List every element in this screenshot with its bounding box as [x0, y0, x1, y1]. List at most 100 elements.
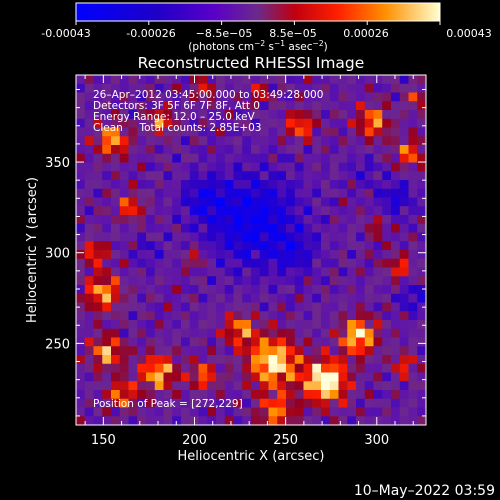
heatmap-cell	[181, 75, 191, 85]
heatmap-cell	[321, 276, 331, 286]
heatmap-cell	[146, 215, 156, 225]
colorbar-tick-label: -0.00026	[126, 27, 175, 40]
heatmap-cell	[172, 83, 182, 93]
heatmap-cell	[189, 276, 199, 286]
x-tick-label: 250	[273, 433, 298, 448]
heatmap-cell	[312, 293, 322, 303]
heatmap-cell	[154, 92, 164, 102]
heatmap-cell	[399, 328, 409, 338]
heatmap-cell	[294, 311, 304, 321]
heatmap-cell	[76, 276, 86, 286]
heatmap-cell	[216, 232, 226, 242]
heatmap-cell	[137, 346, 147, 356]
heatmap-cell	[356, 83, 366, 93]
heatmap-cell	[303, 101, 313, 111]
heatmap-cell	[259, 118, 269, 128]
heatmap-cell	[154, 285, 164, 295]
heatmap-cell	[251, 232, 261, 242]
heatmap-cell	[294, 145, 304, 155]
heatmap-cell	[76, 320, 86, 330]
heatmap-cell	[181, 267, 191, 277]
heatmap-cell	[391, 363, 401, 373]
heatmap-cell	[189, 215, 199, 225]
heatmap-cell	[382, 188, 392, 198]
heatmap-cell	[76, 197, 86, 207]
heatmap-cell	[408, 101, 418, 111]
heatmap-cell	[286, 285, 296, 295]
heatmap-cell	[111, 276, 121, 286]
heatmap-cell	[111, 241, 121, 251]
heatmap-cell	[242, 320, 252, 330]
heatmap-cell	[364, 75, 374, 85]
heatmap-cell	[119, 153, 129, 163]
heatmap-cell	[364, 188, 374, 198]
heatmap-cell	[189, 328, 199, 338]
heatmap-cell	[216, 398, 226, 408]
generation-timestamp: 10–May–2022 03:59	[354, 483, 495, 499]
heatmap-cell	[224, 241, 234, 251]
heatmap-cell	[84, 92, 94, 102]
heatmap-cell	[356, 390, 366, 400]
heatmap-cell	[146, 258, 156, 268]
heatmap-cell	[286, 180, 296, 190]
heatmap-cell	[163, 75, 173, 85]
heatmap-cell	[207, 302, 217, 312]
heatmap-cell	[329, 197, 339, 207]
heatmap-cell	[373, 363, 383, 373]
heatmap-cell	[216, 197, 226, 207]
heatmap-cell	[286, 127, 296, 137]
heatmap-cell	[181, 346, 191, 356]
heatmap-cell	[417, 110, 426, 120]
heatmap-cell	[189, 398, 199, 408]
heatmap-cell	[391, 101, 401, 111]
heatmap-cell	[329, 75, 339, 85]
unit-prefix: (photons cm	[188, 41, 254, 53]
heatmap-cell	[294, 232, 304, 242]
heatmap-cell	[277, 162, 287, 172]
heatmap-cell	[93, 320, 103, 330]
heatmap-cell	[364, 381, 374, 391]
heatmap-cell	[408, 241, 418, 251]
heatmap-cell	[391, 311, 401, 321]
heatmap-cell	[251, 398, 261, 408]
heatmap-cell	[84, 407, 94, 417]
heatmap-cell	[163, 232, 173, 242]
heatmap-cell	[347, 337, 357, 347]
heatmap-cell	[338, 145, 348, 155]
heatmap-cell	[216, 407, 226, 417]
heatmap-cell	[242, 171, 252, 181]
heatmap-cell	[347, 145, 357, 155]
heatmap-cell	[163, 92, 173, 102]
heatmap-cell	[399, 355, 409, 365]
heatmap-cell	[146, 337, 156, 347]
heatmap-cell	[198, 258, 208, 268]
heatmap-cell	[181, 118, 191, 128]
heatmap-cell	[286, 355, 296, 365]
heatmap-cell	[259, 258, 269, 268]
heatmap-cell	[399, 215, 409, 225]
heatmap-cell	[338, 180, 348, 190]
heatmap-cell	[364, 223, 374, 233]
heatmap-cell	[111, 232, 121, 242]
heatmap-cell	[356, 136, 366, 146]
heatmap-cell	[277, 101, 287, 111]
heatmap-cell	[198, 118, 208, 128]
heatmap-cell	[321, 110, 331, 120]
heatmap-cell	[102, 153, 112, 163]
heatmap-cell	[373, 136, 383, 146]
heatmap-cell	[356, 346, 366, 356]
heatmap-cell	[137, 92, 147, 102]
heatmap-cell	[303, 127, 313, 137]
heatmap-cell	[224, 372, 234, 382]
heatmap-cell	[329, 398, 339, 408]
heatmap-cell	[119, 101, 129, 111]
heatmap-cell	[242, 180, 252, 190]
heatmap-cell	[154, 337, 164, 347]
heatmap-cell	[417, 398, 426, 408]
heatmap-cell	[321, 83, 331, 93]
heatmap-cell	[356, 101, 366, 111]
heatmap-cell	[207, 215, 217, 225]
heatmap-cell	[207, 83, 217, 93]
heatmap-cell	[76, 232, 86, 242]
heatmap-cell	[137, 267, 147, 277]
